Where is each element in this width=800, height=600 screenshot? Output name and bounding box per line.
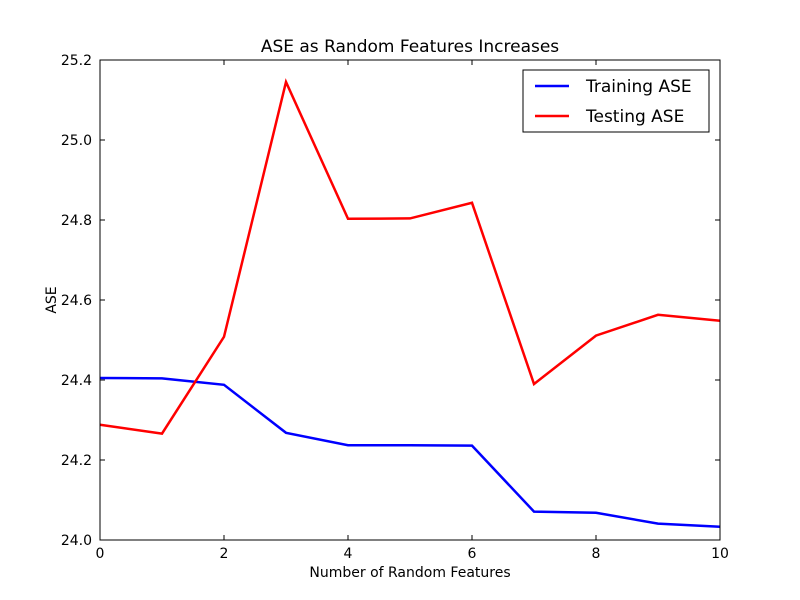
chart-title: ASE as Random Features Increases	[261, 37, 559, 57]
x-tick-label: 6	[468, 546, 477, 562]
legend: Training ASE Testing ASE	[522, 69, 710, 133]
x-tick-label: 2	[220, 546, 229, 562]
x-tick-label: 0	[96, 546, 105, 562]
y-tick-label: 25.2	[61, 53, 92, 69]
plot-background	[100, 60, 720, 540]
y-tick-label: 24.2	[61, 453, 92, 469]
y-tick-label: 25.0	[61, 133, 92, 149]
y-axis-label: ASE	[44, 286, 60, 313]
x-tick-label: 4	[344, 546, 353, 562]
series-line-testing-ase	[99, 78, 721, 435]
y-tick-label: 24.8	[61, 213, 92, 229]
y-tick-label: 24.0	[61, 533, 92, 549]
y-tick-label: 24.6	[61, 293, 92, 309]
ticks-layer: 0 2 4 6 8 10 24.0 24.2 24.4 24.6 24.8 25.0 25.2	[61, 53, 729, 562]
x-axis-label: Number of Random Features	[309, 565, 510, 581]
y-tick-label: 24.4	[61, 373, 92, 389]
series-layer	[99, 78, 721, 529]
x-tick-label: 10	[711, 546, 729, 562]
legend-label: Testing ASE	[585, 107, 684, 127]
series-line-training-ase	[99, 376, 721, 529]
legend-box	[522, 69, 710, 133]
legend-label: Training ASE	[585, 77, 692, 97]
x-tick-label: 8	[592, 546, 601, 562]
plot-frame	[99, 59, 721, 541]
